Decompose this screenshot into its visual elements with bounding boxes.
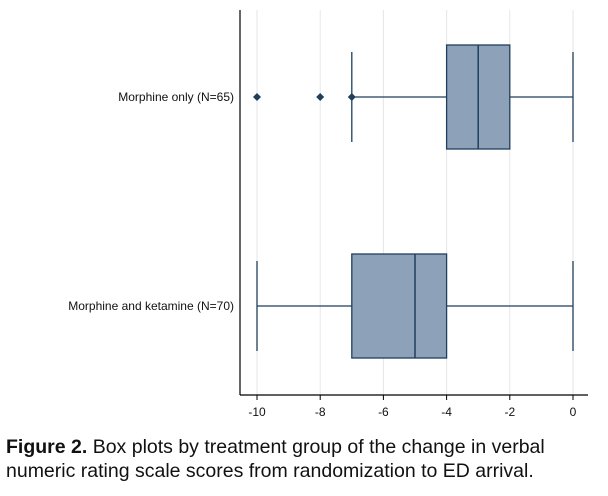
x-tick-label: -8 bbox=[315, 405, 326, 419]
x-tick-label: -10 bbox=[248, 405, 266, 419]
outlier-point bbox=[253, 93, 261, 101]
figure-caption: Figure 2. Box plots by treatment group o… bbox=[6, 435, 602, 483]
outlier-point bbox=[347, 93, 356, 101]
x-axis-ticks: -10 -8 -6 -4 -2 0 bbox=[248, 395, 577, 419]
x-tick-label: -6 bbox=[378, 405, 389, 419]
x-tick-label: 0 bbox=[570, 405, 577, 419]
category-label: Morphine only (N=65) bbox=[118, 90, 234, 104]
x-tick-label: -4 bbox=[441, 405, 452, 419]
box-iqr bbox=[351, 253, 448, 359]
outlier-point bbox=[316, 93, 325, 101]
box-group bbox=[253, 44, 574, 150]
caption-text: Box plots by treatment group of the chan… bbox=[6, 436, 545, 482]
box-plot-chart: Morphine only (N=65) Morphine and ketamin… bbox=[68, 10, 588, 419]
category-label: Morphine and ketamine (N=70) bbox=[68, 299, 234, 313]
x-tick-label: -2 bbox=[504, 405, 515, 419]
category-labels: Morphine only (N=65) Morphine and ketamin… bbox=[68, 90, 234, 313]
caption-label: Figure 2. bbox=[6, 436, 88, 458]
box-series bbox=[253, 44, 574, 359]
box-group bbox=[256, 253, 574, 359]
